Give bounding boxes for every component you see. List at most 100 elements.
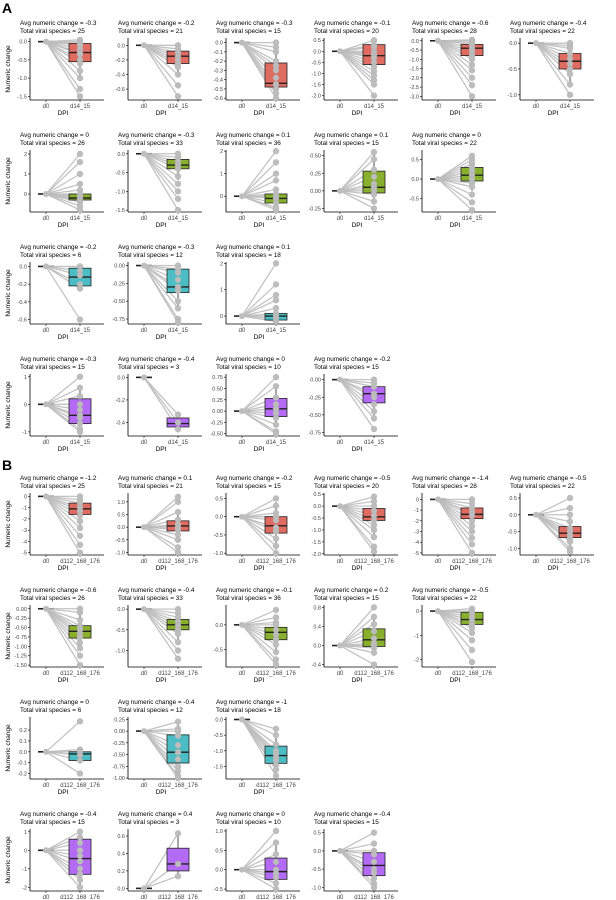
data-point [174,419,182,426]
species-count-title: Total viral species = 22 [412,140,477,147]
data-point [468,528,476,535]
x-tick-label: d14_15 [266,104,287,110]
y-tick-label: 1.0 [117,500,125,506]
paired-line [437,498,473,505]
avg-change-title: Avg numeric change = 0.2 [314,587,389,594]
paired-line [143,511,179,528]
x-axis-title: DPI [254,222,265,229]
paired-line [535,507,571,516]
x-axis-title: DPI [58,222,69,229]
data-point [174,830,182,837]
avg-change-title: Avg numeric change = 0.4 [118,811,193,818]
paired-line [143,44,179,75]
paired-line [45,153,81,195]
x-tick-label: d14_15 [364,104,385,110]
data-point [272,414,280,422]
data-point [76,93,84,100]
data-point [370,92,378,99]
paired-line [339,379,375,412]
y-tick-label: -0.5 [214,87,223,93]
x-axis-title: DPI [156,677,167,684]
y-tick-label: 0.1 [19,739,27,745]
y-tick-label: -0.75 [112,764,125,770]
x-tick-label: d14_15 [70,328,91,334]
data-point [468,82,476,89]
paired-line [143,833,179,889]
paired-line [241,497,277,518]
paired-line [437,498,473,509]
x-tick-label: d0 [533,104,540,110]
paired-line [143,875,179,889]
y-tick-label: -0.25 [308,395,321,401]
paired-line [143,44,179,86]
data-point [370,148,378,156]
y-tick-label: -1.0 [410,57,419,63]
paired-line [143,721,179,732]
x-tick-label: d14_15 [266,216,287,222]
x-axis-title: DPI [156,789,167,796]
data-point [76,839,84,847]
y-tick-label: 0 [24,494,27,500]
species-count-title: Total viral species = 28 [412,28,477,35]
y-tick-label: 0.0 [117,607,125,613]
y-tick-label: 1 [24,172,27,178]
data-point [76,420,84,427]
data-point [76,828,84,835]
data-point [76,884,84,891]
x-tick-label: d14_15 [266,440,287,446]
avg-change-title: Avg numeric change = -0.2 [118,20,195,27]
paired-line [241,869,277,884]
data-point [370,166,378,173]
avg-change-title: Avg numeric change = -0.5 [510,475,587,482]
data-point-d0 [239,716,245,723]
data-point [272,648,280,656]
species-count-title: Total viral species = 15 [314,140,379,147]
x-tick-label: d112_168_176 [158,895,198,900]
species-count-title: Total viral species = 36 [216,595,281,602]
data-point [370,884,378,891]
data-point [468,61,476,68]
y-tick-label: -1.0 [116,189,125,195]
paired-line [437,178,473,203]
y-tick-label: -0.6 [18,318,27,324]
y-tick-label: -0.75 [14,635,27,641]
paired-line [143,730,179,779]
data-point [272,94,280,102]
x-tick-label: d112_168_176 [158,783,198,789]
data-point [76,180,84,188]
data-point-d0 [239,621,245,628]
x-axis-title: DPI [548,565,559,572]
data-point [566,511,574,518]
y-tick-label: 0.0 [19,750,27,756]
paired-line [241,307,277,317]
y-tick-label: -0.5 [312,516,321,522]
avg-change-title: Avg numeric change = -0.2 [314,356,391,363]
y-tick-label: 0 [24,848,27,854]
data-point [76,865,84,872]
data-point [272,550,280,557]
y-tick-label: -0.4 [116,72,125,78]
paired-line [437,610,473,629]
x-axis-title: DPI [450,110,461,117]
data-point [76,170,84,178]
data-point-d0 [533,40,539,47]
data-point [370,198,378,205]
paired-line [339,644,375,649]
x-tick-label: d0 [141,328,148,334]
y-tick-label: 0.0 [313,504,321,510]
x-tick-label: d112_168_176 [354,671,394,677]
y-tick-label: 0.0 [313,49,321,55]
paired-line [241,299,277,317]
paired-line [535,42,571,85]
x-tick-label: d0 [337,671,344,677]
paired-line [339,379,375,419]
y-tick-label: -3 [414,529,419,535]
data-point [174,165,182,172]
x-tick-label: d112_168_176 [60,671,100,677]
species-count-title: Total viral species = 26 [20,595,85,602]
data-point [272,502,280,509]
paired-line [45,608,81,614]
